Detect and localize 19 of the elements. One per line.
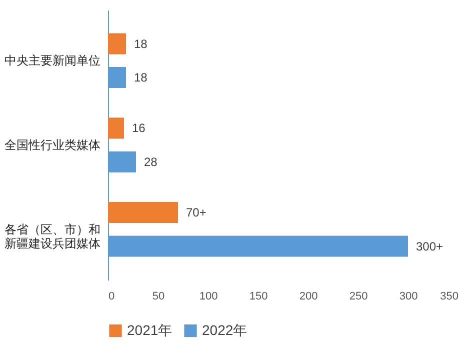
- x-tick-label: 250: [349, 290, 368, 302]
- x-tick-label: 50: [152, 290, 165, 302]
- x-tick-label: 100: [199, 290, 218, 302]
- data-label: 18: [134, 70, 148, 84]
- data-label: 18: [134, 36, 148, 51]
- x-tick-label: 200: [299, 290, 318, 302]
- y-tick-label: 全国性行业类媒体: [4, 138, 100, 152]
- x-tick-label: 300: [399, 290, 418, 302]
- data-label: 300+: [416, 239, 444, 254]
- x-tick-label: 350: [440, 290, 458, 302]
- legend-label: 2022年: [202, 322, 248, 338]
- y-tick-label: 中央主要新闻单位: [4, 54, 100, 68]
- y-tick-label: 各省（区、市）和新疆建设兵团媒体: [4, 222, 100, 250]
- data-label: 16: [132, 121, 146, 136]
- legend-label: 2021年: [127, 322, 172, 338]
- data-label: 28: [144, 154, 158, 169]
- x-tick-label: 150: [249, 290, 268, 302]
- data-label: 70+: [186, 206, 206, 220]
- x-tick-label: 0: [108, 290, 115, 302]
